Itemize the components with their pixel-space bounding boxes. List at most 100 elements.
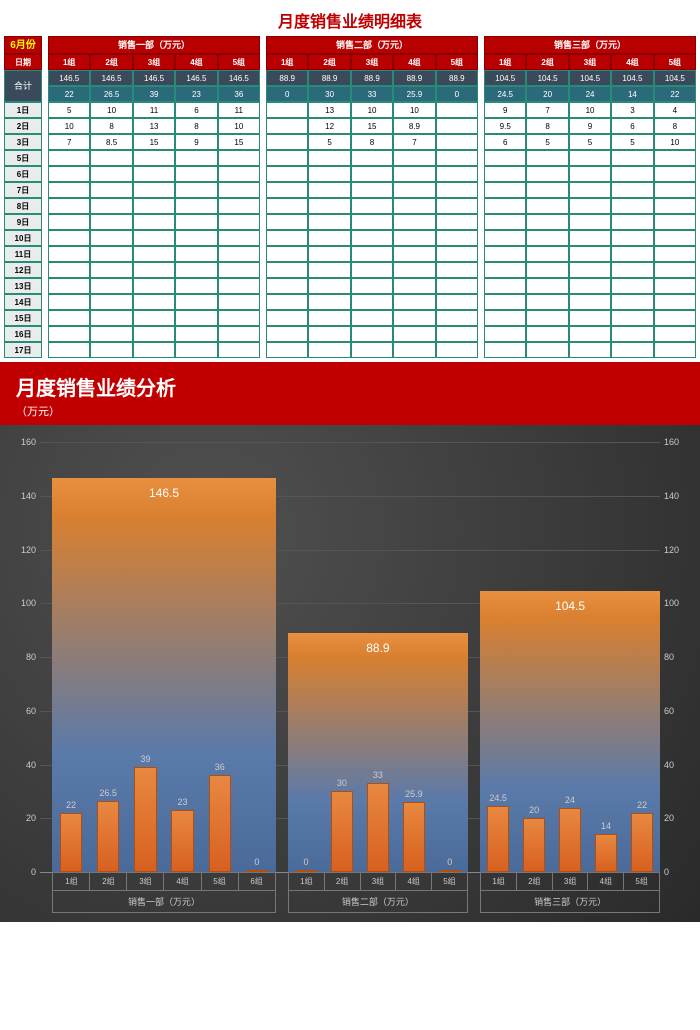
data-cell [90,294,132,310]
date-column: 6月份日期合计1日2日3日5日6日7日8日9日10日11日12日13日14日15… [4,36,42,358]
data-cell: 6 [175,102,217,118]
data-cell [436,310,478,326]
data-cell [218,246,260,262]
data-cell [90,278,132,294]
data-cell [218,278,260,294]
group-header: 4组 [175,54,217,70]
total-cell: 88.9 [393,70,435,86]
data-cell [654,278,696,294]
data-cell [90,246,132,262]
data-cell: 13 [133,118,175,134]
data-cell [48,262,90,278]
total-cell: 0 [436,86,478,102]
dept-name: 销售二部（万元） [266,36,478,54]
group-bar-label: 26.5 [92,788,124,798]
group-bar-label: 36 [204,762,236,772]
data-cell [266,182,308,198]
data-cell [48,326,90,342]
data-cell [569,262,611,278]
data-cell [484,310,526,326]
data-cell [218,326,260,342]
total-cell: 88.9 [436,70,478,86]
data-cell [133,342,175,358]
date-cell: 9日 [4,214,42,230]
data-cell [526,150,568,166]
y-tick-left: 120 [8,545,36,555]
group-bar-label: 24 [554,795,586,805]
y-tick-right: 60 [664,706,692,716]
data-cell [351,278,393,294]
group-bar: 22 [60,813,82,872]
y-tick-right: 80 [664,652,692,662]
date-cell: 2日 [4,118,42,134]
x-sub-label: 5组 [624,873,659,890]
data-cell: 10 [654,134,696,150]
data-cell: 3 [611,102,653,118]
data-cell [218,150,260,166]
data-cell [48,342,90,358]
table-section: 6月份日期合计1日2日3日5日6日7日8日9日10日11日12日13日14日15… [0,36,700,358]
data-cell [218,310,260,326]
x-sub-label: 5组 [202,873,239,890]
data-cell: 9 [484,102,526,118]
group-header: 5组 [654,54,696,70]
data-cell [526,198,568,214]
dept-table: 销售一部（万元）1组2组3组4组5组146.5146.5146.5146.514… [48,36,260,358]
data-cell [266,230,308,246]
data-cell [611,294,653,310]
data-cell: 10 [218,118,260,134]
group-bar-label: 0 [290,857,322,867]
data-cell [484,326,526,342]
x-sub-label: 4组 [588,873,624,890]
data-cell: 5 [526,134,568,150]
y-tick-right: 20 [664,813,692,823]
data-cell: 13 [308,102,350,118]
x-sub-label: 4组 [396,873,432,890]
data-cell [218,230,260,246]
data-cell [526,278,568,294]
data-cell [133,246,175,262]
y-tick-right: 140 [664,491,692,501]
data-cell [351,326,393,342]
group-header: 1组 [484,54,526,70]
data-cell [90,166,132,182]
x-group: 1组2组3组4组5组6组销售一部（万元） [52,872,275,913]
data-cell [654,214,696,230]
group-bar: 23 [171,810,193,872]
data-cell [90,310,132,326]
data-cell [266,198,308,214]
data-cell [308,214,350,230]
data-cell [266,262,308,278]
chart-section: 月度销售业绩分析 （万元） 146.52226.5392336088.90303… [0,362,700,922]
data-cell [175,214,217,230]
group-bar-label: 24.5 [482,793,514,803]
total-cell: 30 [308,86,350,102]
total-cell: 88.9 [308,70,350,86]
data-cell [90,230,132,246]
data-cell [611,278,653,294]
data-cell [351,166,393,182]
date-cell: 5日 [4,150,42,166]
data-cell [654,262,696,278]
data-cell [175,310,217,326]
data-cell [654,166,696,182]
data-cell [175,262,217,278]
data-cell: 5 [569,134,611,150]
data-cell [351,182,393,198]
data-cell [133,230,175,246]
data-cell [436,262,478,278]
group-header: 3组 [351,54,393,70]
data-cell [48,166,90,182]
data-cell: 11 [133,102,175,118]
data-cell [90,150,132,166]
data-cell [218,294,260,310]
data-cell [351,310,393,326]
group-bar: 39 [134,767,156,872]
data-cell [175,150,217,166]
group-header: 3组 [569,54,611,70]
group-bar: 25.9 [403,802,425,872]
data-cell [393,182,435,198]
data-cell [484,262,526,278]
data-cell [484,278,526,294]
x-main-label: 销售二部（万元） [288,891,468,913]
